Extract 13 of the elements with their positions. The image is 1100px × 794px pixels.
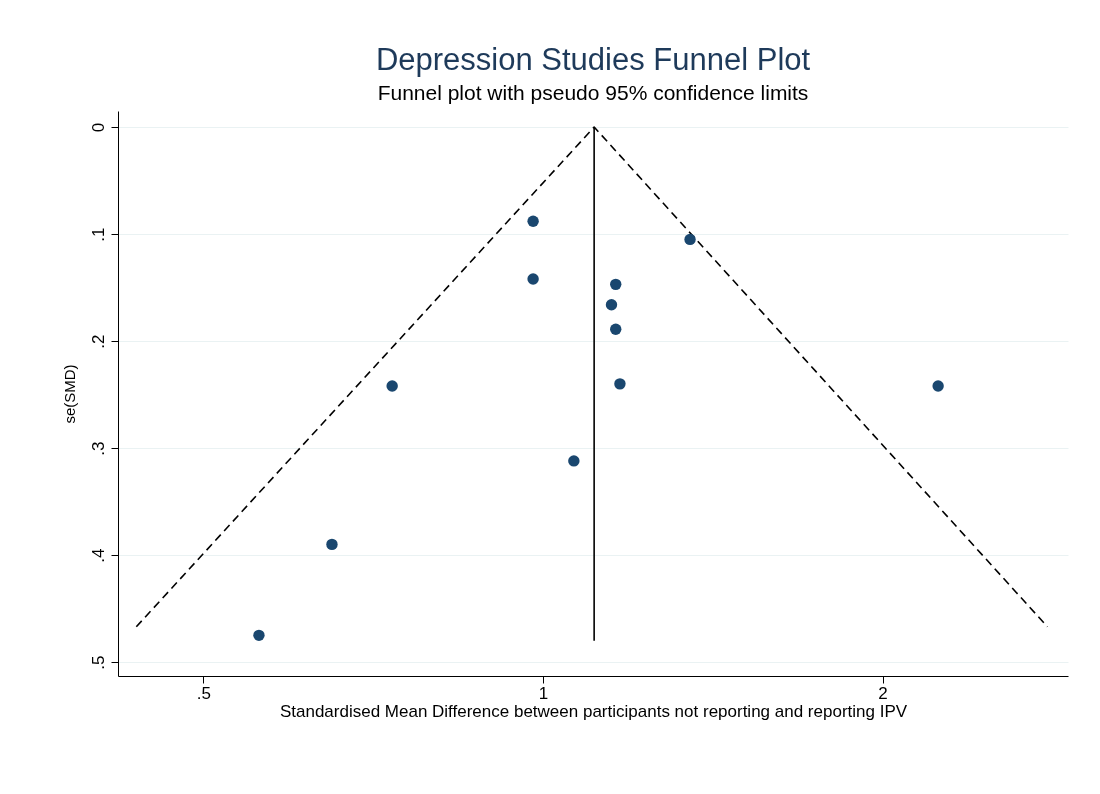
- chart-title: Depression Studies Funnel Plot: [375, 42, 811, 77]
- x-tick-label: 1: [538, 683, 549, 703]
- chart-subtitle: Funnel plot with pseudo 95% confidence limits: [377, 81, 809, 104]
- x-axis-title: Standardised Mean Difference between participants not reporting and reporting IPV: [279, 701, 908, 721]
- x-tick-label: 2: [878, 683, 888, 703]
- y-tick-label: 0: [88, 122, 108, 133]
- y-tick-label: .4: [88, 548, 108, 563]
- x-tick-label: .5: [196, 683, 212, 703]
- y-tick-label: .3: [88, 441, 108, 456]
- y-tick-label: .2: [88, 334, 108, 349]
- y-tick-label: .5: [88, 655, 108, 670]
- y-axis-title: se(SMD): [60, 364, 78, 424]
- y-tick-label: .1: [88, 227, 108, 242]
